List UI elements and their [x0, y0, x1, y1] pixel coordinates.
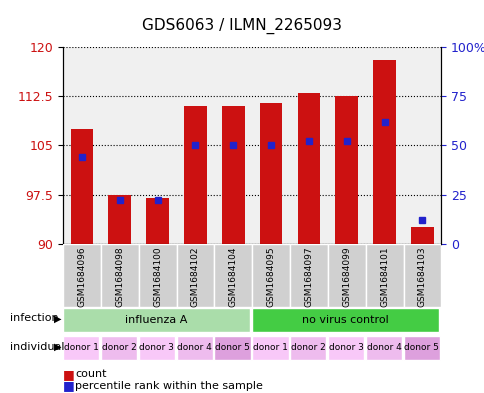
Text: GSM1684099: GSM1684099	[342, 247, 350, 307]
Bar	[259, 103, 282, 244]
Bar	[327, 244, 365, 307]
Bar	[108, 195, 131, 244]
Bar	[289, 244, 327, 307]
Text: GSM1684098: GSM1684098	[115, 247, 124, 307]
Text: ▶: ▶	[53, 313, 61, 323]
Text: count: count	[75, 369, 106, 379]
Text: influenza A: influenza A	[125, 315, 187, 325]
Text: donor 5: donor 5	[215, 343, 249, 352]
Text: individual: individual	[10, 342, 64, 352]
Text: percentile rank within the sample: percentile rank within the sample	[75, 381, 262, 391]
Bar	[138, 244, 176, 307]
Text: donor 3: donor 3	[328, 343, 363, 352]
Text: no virus control: no virus control	[302, 315, 388, 325]
Bar	[176, 244, 214, 307]
Bar	[184, 106, 206, 244]
Text: donor 5: donor 5	[404, 343, 438, 352]
Text: donor 2: donor 2	[102, 343, 136, 352]
Text: donor 4: donor 4	[366, 343, 400, 352]
Bar	[214, 244, 252, 307]
Text: GSM1684104: GSM1684104	[228, 247, 237, 307]
Text: infection: infection	[10, 313, 58, 323]
Text: GSM1684095: GSM1684095	[266, 247, 275, 307]
Bar	[297, 93, 319, 244]
Text: GSM1684100: GSM1684100	[153, 247, 162, 307]
Text: donor 3: donor 3	[139, 343, 174, 352]
Text: GSM1684103: GSM1684103	[417, 247, 426, 307]
Text: ■: ■	[63, 367, 75, 381]
Text: GSM1684097: GSM1684097	[304, 247, 313, 307]
Text: ▶: ▶	[53, 342, 61, 352]
Text: donor 1: donor 1	[253, 343, 287, 352]
Text: donor 2: donor 2	[290, 343, 325, 352]
Text: donor 1: donor 1	[64, 343, 98, 352]
Bar	[373, 60, 395, 244]
Bar	[101, 244, 138, 307]
Bar	[222, 106, 244, 244]
Text: donor 4: donor 4	[177, 343, 212, 352]
Text: GSM1684101: GSM1684101	[379, 247, 388, 307]
Bar	[63, 244, 101, 307]
Bar	[410, 227, 433, 244]
Bar	[335, 96, 357, 244]
Text: GSM1684102: GSM1684102	[191, 247, 199, 307]
Text: GSM1684096: GSM1684096	[77, 247, 86, 307]
Bar	[252, 244, 289, 307]
Bar	[71, 129, 93, 244]
Bar	[365, 244, 403, 307]
Text: GDS6063 / ILMN_2265093: GDS6063 / ILMN_2265093	[142, 18, 342, 34]
Bar	[146, 198, 168, 244]
Bar	[403, 244, 440, 307]
Text: ■: ■	[63, 379, 75, 393]
